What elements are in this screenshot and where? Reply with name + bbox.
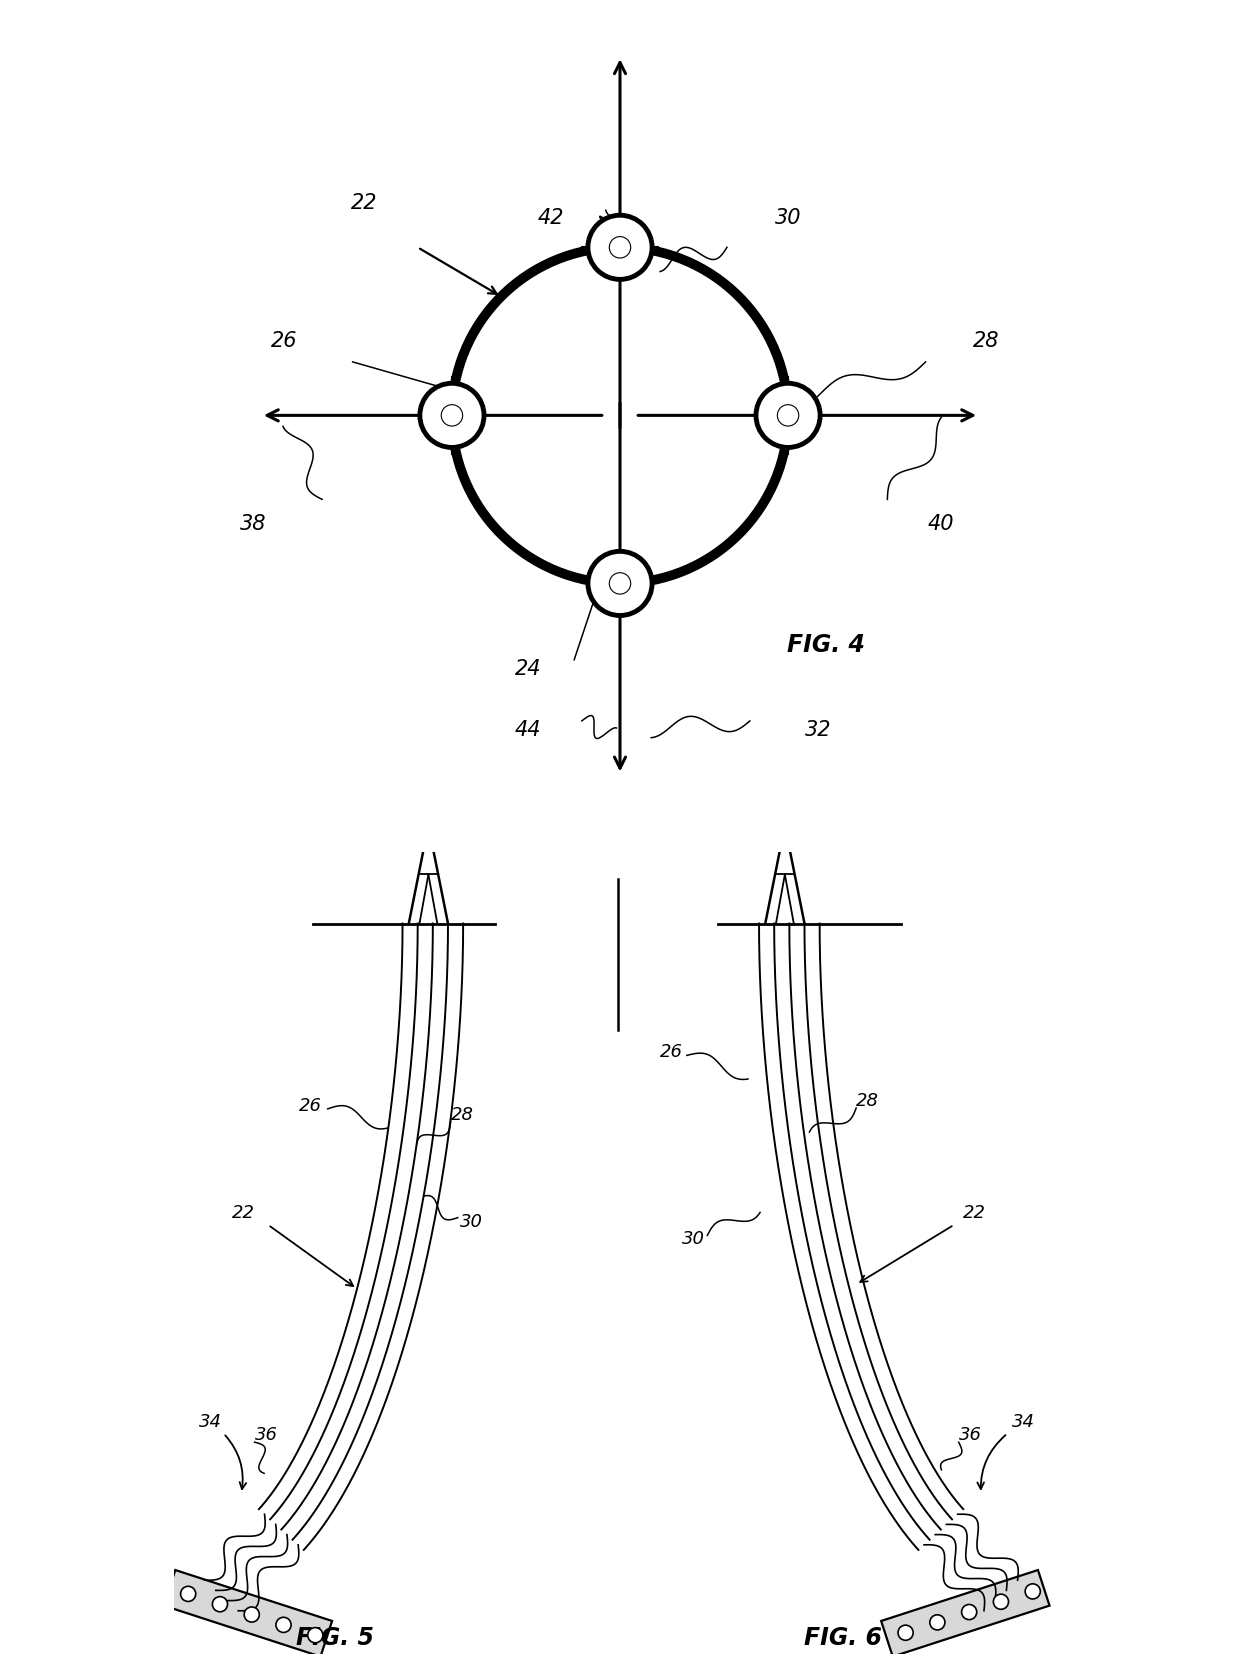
Circle shape <box>898 1626 913 1641</box>
Bar <box>882 1571 1049 1656</box>
Text: 24: 24 <box>515 658 542 678</box>
Text: 26: 26 <box>299 1096 322 1115</box>
Text: 30: 30 <box>775 209 801 229</box>
Circle shape <box>181 1586 196 1601</box>
Text: 30: 30 <box>460 1213 482 1230</box>
Text: 38: 38 <box>241 515 267 535</box>
Circle shape <box>277 1618 291 1633</box>
Circle shape <box>441 404 463 426</box>
Text: 40: 40 <box>928 515 954 535</box>
Text: 22: 22 <box>963 1203 986 1222</box>
Bar <box>164 1571 332 1656</box>
Text: 44: 44 <box>515 720 542 740</box>
Circle shape <box>588 216 652 279</box>
Circle shape <box>609 573 631 595</box>
Circle shape <box>777 404 799 426</box>
Circle shape <box>308 1628 322 1643</box>
Circle shape <box>588 551 652 615</box>
Text: 28: 28 <box>450 1106 474 1123</box>
Text: 26: 26 <box>270 331 298 351</box>
Circle shape <box>212 1596 227 1613</box>
Text: 28: 28 <box>856 1093 879 1110</box>
Circle shape <box>420 383 484 448</box>
Text: FIG. 4: FIG. 4 <box>787 633 866 657</box>
Text: 34: 34 <box>200 1414 222 1430</box>
Text: 36: 36 <box>959 1427 982 1444</box>
Text: 42: 42 <box>538 209 564 229</box>
Circle shape <box>244 1608 259 1623</box>
Circle shape <box>993 1594 1008 1609</box>
Text: FIG. 5: FIG. 5 <box>296 1626 373 1651</box>
Text: 22: 22 <box>351 194 377 214</box>
Circle shape <box>609 237 631 257</box>
Text: FIG. 6: FIG. 6 <box>804 1626 882 1651</box>
Text: 30: 30 <box>682 1230 706 1248</box>
Text: 34: 34 <box>1012 1414 1035 1430</box>
Text: 36: 36 <box>254 1427 278 1444</box>
Circle shape <box>756 383 820 448</box>
Text: 26: 26 <box>660 1043 683 1061</box>
Text: 28: 28 <box>973 331 999 351</box>
Circle shape <box>1025 1584 1040 1599</box>
Circle shape <box>930 1614 945 1629</box>
Text: 22: 22 <box>232 1203 255 1222</box>
Circle shape <box>961 1604 977 1619</box>
Text: 32: 32 <box>805 720 832 740</box>
